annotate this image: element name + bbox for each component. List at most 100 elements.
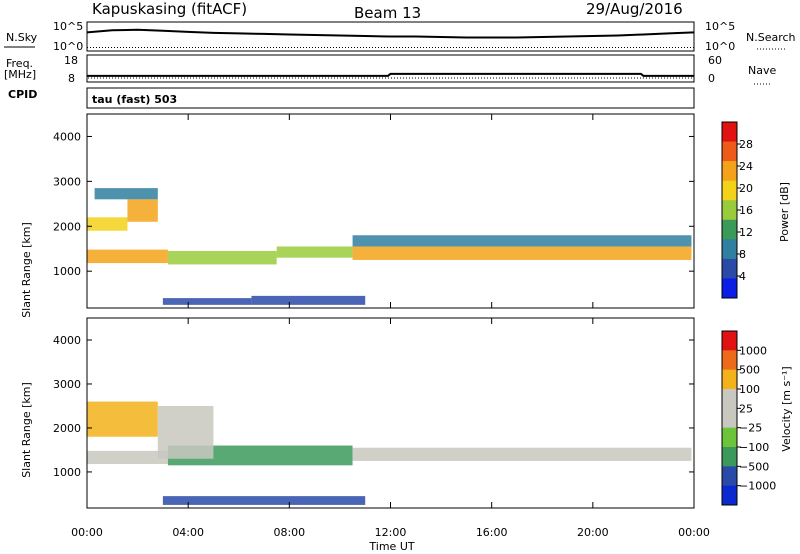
scatter-region-2 [352,447,692,461]
noise-right-label: N.Search [746,31,796,44]
colorbar-swatch [722,408,737,429]
x-tick-label: 20:00 [577,526,609,539]
cpid-label: CPID [8,88,37,101]
colorbar-swatch [722,485,737,506]
scatter-region-4 [87,217,128,231]
noise-left-label: N.Sky [6,31,38,44]
colorbar-tick-label: 4 [739,270,746,283]
beam-title: Beam 13 [354,4,421,22]
noise-tick-left-top: 10^5 [53,20,83,33]
noise-tick-right-top: 10^5 [705,20,735,33]
colorbar-swatch [722,278,737,299]
colorbar-swatch [722,122,737,143]
colorbar-swatch [722,141,737,162]
x-axis-ticks: 00:00 04:00 08:00 12:00 16:00 20:00 00:00 [71,526,710,539]
scatter-region-1 [167,445,353,466]
colorbar-swatch [722,350,737,371]
colorbar-swatch [722,331,737,351]
power-colorbar: 4 8 12 16 20 24 28 [721,121,753,299]
scatter-region-8 [162,298,252,305]
mode-label: tau (fast) 503 [92,93,177,106]
x-tick-label: 08:00 [273,526,305,539]
colorbar-swatch [722,200,737,221]
scatter-region-5 [127,199,158,222]
colorbar-swatch [722,466,737,487]
y-tick-label: 2000 [53,220,81,233]
colorbar-swatch [722,369,737,390]
colorbar-tick-label: 25 [739,402,753,415]
y-tick-label: 3000 [53,378,81,391]
colorbar-tick-label: −100 [739,441,769,454]
scatter-region-3 [352,246,692,260]
power-colorbar-label: Power [dB] [778,182,791,242]
scatter-region-2 [276,246,353,258]
scatter-region-9 [251,295,366,305]
colorbar-swatch [722,447,737,467]
colorbar-tick-label: −1000 [739,480,776,493]
colorbar-tick-label: 16 [739,204,753,217]
x-axis-label: Time UT [368,540,414,553]
y-tick-label: 4000 [53,130,81,143]
colorbar-tick-label: 12 [739,226,753,239]
plot-frame [86,113,695,309]
scatter-region-6 [94,188,158,200]
scatter-region-5 [162,496,366,505]
scatter-region-0 [87,450,168,465]
colorbar-swatch [722,219,737,240]
colorbar-swatch [722,161,737,182]
noise-tick-right-bottom: 10^0 [705,40,735,53]
freq-tick-right-top: 60 [708,54,722,67]
velocity-ylabel: Slant Range [km] [20,382,33,478]
colorbar-swatch [722,180,737,201]
date-title: 29/Aug/2016 [586,0,683,18]
colorbar-tick-label: 24 [739,160,753,173]
noise-tick-left-bottom: 10^0 [53,40,83,53]
x-tick-label: 12:00 [375,526,407,539]
colorbar-swatch [722,239,737,260]
y-tick-label: 4000 [53,334,81,347]
colorbar-frame [721,330,738,506]
scatter-region-3 [87,401,158,437]
colorbar-tick-label: 8 [739,248,746,261]
scatter-region-7 [352,235,692,247]
power-ylabel: Slant Range [km] [20,222,33,318]
nave-label: Nave [748,64,776,77]
freq-label-2: [MHz] [4,68,36,81]
y-tick-label: 2000 [53,422,81,435]
colorbar-tick-label: −25 [739,422,762,435]
scatter-region-4 [157,405,214,459]
velocity-colorbar-label: Velocity [m s⁻¹] [780,366,793,451]
y-tick-label: 1000 [53,265,81,278]
colorbar-tick-label: 500 [739,364,760,377]
freq-tick-left-bottom: 8 [68,72,75,85]
freq-tick-right-bottom: 0 [708,72,715,85]
colorbar-swatch [722,427,737,448]
freq-label-1: Freq. [6,57,33,70]
colorbar-tick-label: 20 [739,182,753,195]
colorbar-swatch [722,389,737,409]
scatter-region-0 [87,249,168,264]
scatter-region-1 [167,250,277,265]
y-tick-label: 3000 [53,175,81,188]
colorbar-tick-label: 1000 [739,344,767,357]
frequency-line [87,72,694,77]
colorbar-swatch [722,258,737,279]
x-tick-label: 00:00 [678,526,710,539]
noise-panel-frame [86,21,695,52]
station-title: Kapuskasing (fitACF) [92,0,247,18]
y-tick-label: 1000 [53,466,81,479]
freq-panel-frame [86,54,695,83]
cpid-strip-frame [86,87,695,109]
colorbar-tick-label: −500 [739,460,769,473]
noise-sky-line [86,28,695,39]
freq-tick-left-top: 18 [64,54,78,67]
x-tick-label: 16:00 [476,526,508,539]
x-tick-label: 04:00 [172,526,204,539]
colorbar-tick-label: 100 [739,383,760,396]
velocity-panel: 1000 2000 3000 4000 [53,317,695,509]
velocity-colorbar: 1000 500 100 25 −25 −100 −500 −1000 [721,330,776,506]
power-panel: 1000 2000 3000 4000 [53,113,695,309]
x-tick-label: 00:00 [71,526,103,539]
colorbar-tick-label: 28 [739,138,753,151]
